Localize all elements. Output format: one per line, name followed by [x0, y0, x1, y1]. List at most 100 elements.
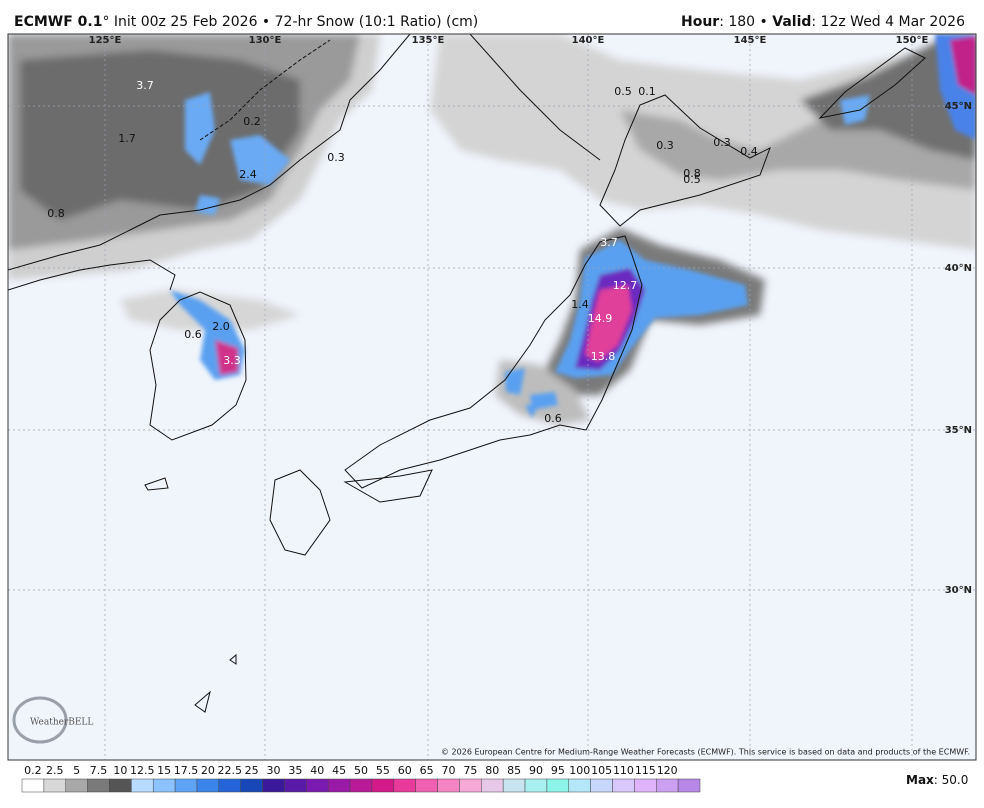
snow-dark — [800, 40, 976, 160]
colorbar-label: 50 — [354, 764, 368, 777]
colorbar-label: 17.5 — [174, 764, 199, 777]
colorbar-label: 55 — [376, 764, 390, 777]
hour-text: : 180 • — [719, 14, 772, 30]
frame — [7, 33, 977, 761]
snow-amount: 0.6 — [184, 328, 202, 341]
colorbar-label: 22.5 — [218, 764, 243, 777]
model: ECMWF 0.1 — [14, 14, 102, 30]
colorbar-swatch — [327, 778, 351, 793]
coast-sakhalin — [818, 47, 926, 119]
colorbar-swatch — [65, 778, 88, 793]
coast-shikoku — [343, 469, 433, 503]
colorbar-label: 95 — [551, 764, 565, 777]
colorbar-swatch — [634, 778, 657, 793]
colorbar-swatch — [371, 778, 395, 793]
colorbar-label: 70 — [441, 764, 455, 777]
snow-amount: 1.4 — [571, 298, 589, 311]
header-right: Hour: 180 • Valid: 12z Wed 4 Mar 2026 — [681, 14, 965, 30]
colorbar-label: 100 — [569, 764, 590, 777]
hour-label: Hour — [681, 14, 719, 30]
colorbar-swatch — [415, 778, 438, 793]
colorbar-swatch — [131, 778, 154, 793]
colorbar-label: 35 — [288, 764, 302, 777]
snow-amount: 3.7 — [600, 236, 618, 249]
colorbar-label: 40 — [310, 764, 324, 777]
snow-amount: 0.8 — [683, 167, 701, 180]
colorbar-label: 12.5 — [130, 764, 155, 777]
max-text: : 50.0 — [934, 773, 969, 787]
latitude-label: 35°N — [945, 425, 972, 436]
map-labels: 125°E 130°E 135°E 140°E 145°E 150°E 45°N 40°N 35… — [47, 35, 972, 596]
snow-amount: 0.5 — [614, 85, 632, 98]
border — [199, 39, 331, 141]
map-area: 125°E 130°E 135°E 140°E 145°E 150°E 45°N 40°N 35… — [8, 34, 976, 760]
snow-amount: 2.4 — [239, 168, 257, 181]
snow-amount: 0.5 — [683, 173, 701, 186]
colorbar-swatch — [306, 778, 329, 793]
longitude-label: 125°E — [89, 35, 122, 46]
colorbar-swatch — [87, 778, 110, 793]
coastlines — [8, 34, 926, 713]
colorbar-label: 45 — [332, 764, 346, 777]
coast-russia — [469, 34, 601, 161]
colorbar-label: 20 — [201, 764, 215, 777]
colorbar-label: 115 — [635, 764, 656, 777]
colorbar-swatch — [546, 778, 570, 793]
colorbar-swatch — [43, 778, 66, 793]
latitude-label: 30°N — [945, 585, 972, 596]
colorbar-swatch — [459, 778, 482, 793]
coast-honshu — [344, 235, 643, 489]
logo-swirl — [12, 696, 68, 744]
coast-mainland — [8, 34, 411, 271]
snow-amount: 0.3 — [656, 139, 674, 152]
snow-amount: 0.3 — [327, 151, 345, 164]
colorbar-label: 110 — [613, 764, 634, 777]
colorbar-label: 7.5 — [90, 764, 108, 777]
header-left: ECMWF 0.1° Init 00z 25 Feb 2026 • 72-hr … — [14, 14, 478, 30]
copyright: © 2026 European Centre for Medium-Range … — [441, 748, 970, 757]
snow-heavy — [170, 34, 976, 418]
snow-magenta — [585, 285, 632, 362]
valid-label: Valid — [772, 14, 811, 30]
colorbar-label: 120 — [657, 764, 678, 777]
longitude-label: 150°E — [896, 35, 929, 46]
colorbar-swatch — [590, 778, 613, 793]
latitude-label: 45°N — [945, 101, 972, 112]
logo: WeatherBELL — [12, 696, 93, 744]
snow-amount: 13.8 — [591, 350, 616, 363]
colorbar-label: 15 — [157, 764, 171, 777]
snow-amount: 2.0 — [212, 320, 230, 333]
colorbar-label: 85 — [507, 764, 521, 777]
snow-dark — [20, 50, 300, 220]
colorbar-swatch — [21, 778, 45, 793]
colorbar-swatch — [152, 778, 176, 793]
logo-text: WeatherBELL — [30, 718, 93, 728]
snow-amount: 1.7 — [118, 132, 136, 145]
snow-amount: 0.8 — [47, 207, 65, 220]
colorbar-label: 5 — [73, 764, 80, 777]
colorbar-label: 75 — [463, 764, 477, 777]
longitude-label: 145°E — [734, 35, 767, 46]
snow-amount: 0.3 — [713, 136, 731, 149]
snow-amount: 3.7 — [136, 79, 154, 92]
longitude-label: 140°E — [572, 35, 605, 46]
snow-amount: 0.2 — [243, 115, 261, 128]
colorbar-swatch — [393, 778, 416, 793]
colorbar-swatch — [502, 778, 526, 793]
snow-amount: 3.3 — [223, 354, 241, 367]
colorbar-swatch — [262, 778, 285, 793]
longitude-label: 135°E — [412, 35, 445, 46]
colorbar-swatch — [481, 778, 504, 793]
snow-amount: 0.4 — [740, 145, 758, 158]
colorbar-swatch — [196, 778, 220, 793]
colorbar-swatch — [284, 778, 307, 793]
latitude-label: 40°N — [945, 263, 972, 274]
snow-magenta — [215, 340, 238, 375]
colorbar-swatch — [524, 778, 548, 793]
colorbar-label: 25 — [245, 764, 259, 777]
snow-amount: 0.6 — [544, 412, 562, 425]
snow-amount: 0.1 — [638, 85, 656, 98]
valid-text: : 12z Wed 4 Mar 2026 — [811, 14, 965, 30]
coast-kyushu — [269, 469, 331, 556]
